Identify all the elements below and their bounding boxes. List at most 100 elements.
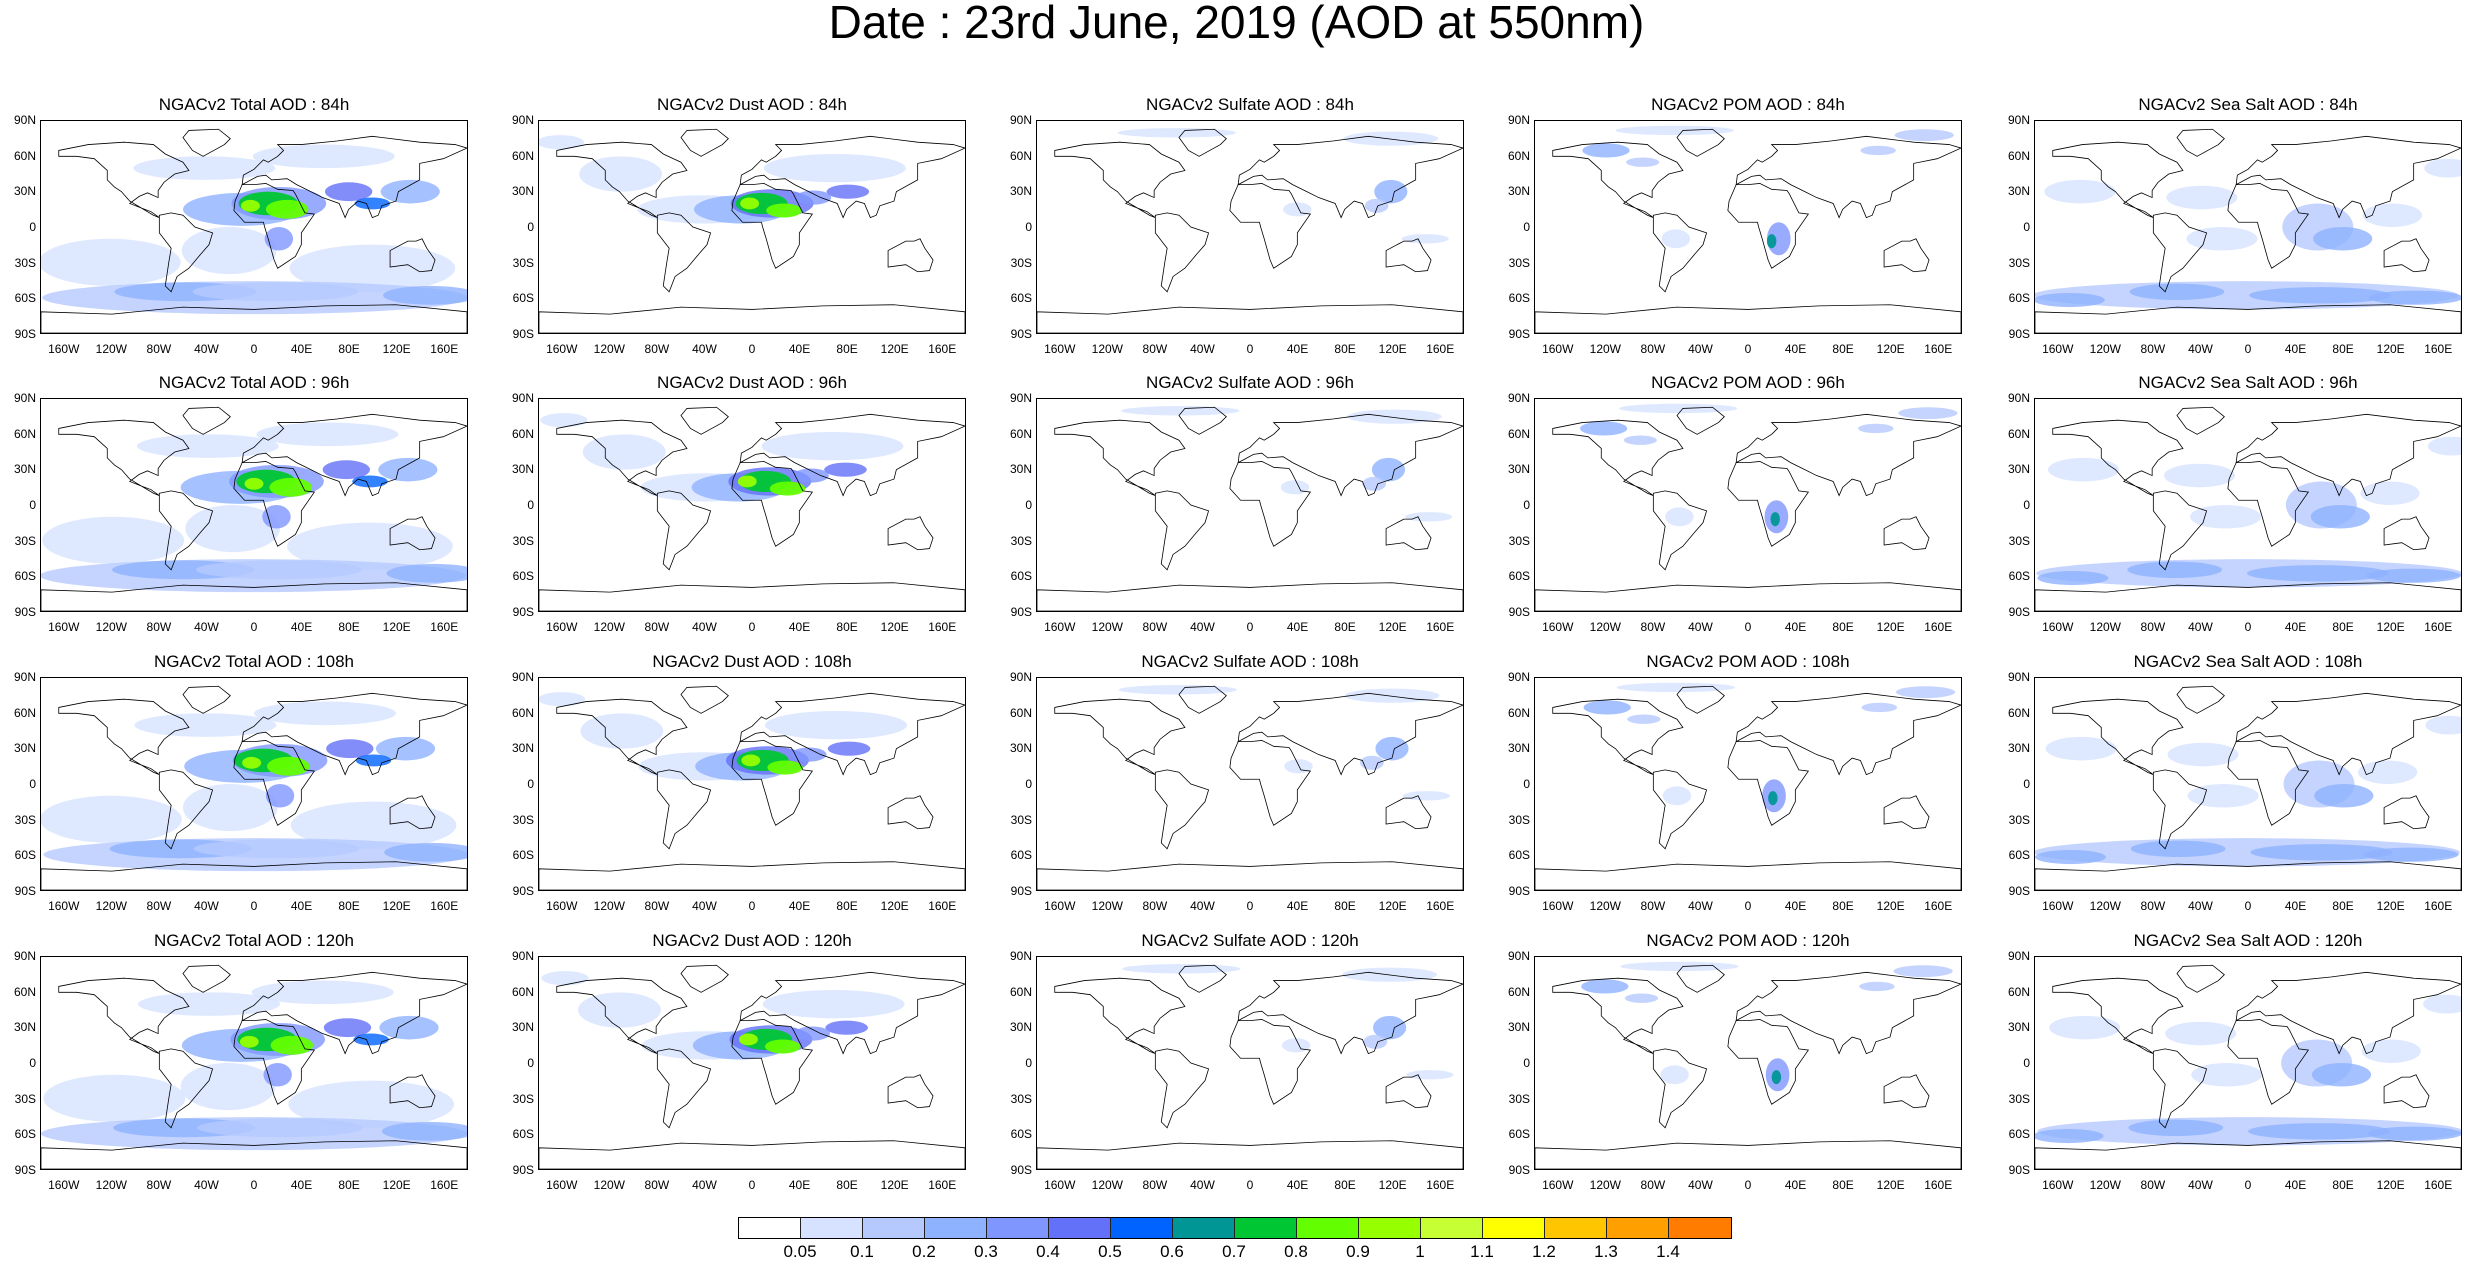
longitude-label: 80E [1334, 620, 1356, 634]
aod-field [2366, 568, 2461, 583]
longitude-label: 120E [880, 1178, 909, 1192]
latitude-label: 90N [13, 391, 36, 405]
aod-field [2044, 179, 2116, 204]
coastline [58, 419, 190, 496]
coastline [1727, 461, 1810, 547]
map-canvas [1037, 964, 1463, 1169]
world-map [1534, 120, 1962, 334]
aod-field [263, 1063, 292, 1087]
aod-field [541, 971, 589, 986]
coastline [731, 183, 814, 269]
aod-field [580, 713, 664, 749]
map-canvas [1535, 961, 1961, 1169]
colorbar-label: 0.5 [1098, 1242, 1122, 1261]
aod-field [1619, 403, 1738, 414]
latitude-label: 60S [1508, 291, 1530, 306]
aod-field [355, 754, 392, 767]
aod-field [289, 244, 456, 292]
coastline [241, 135, 467, 219]
longitude-label: 160W [2042, 899, 2074, 913]
aod-field [43, 1074, 186, 1122]
coastline [556, 977, 688, 1054]
longitude-label: 80E [836, 620, 858, 634]
colorbar-swatch [1669, 1218, 1731, 1238]
coastline [2227, 740, 2310, 826]
aod-field [824, 462, 867, 477]
latitude-label: 90N [1009, 113, 1032, 127]
aod-field [1374, 179, 1408, 204]
longitude-label: 40W [2188, 1178, 2213, 1192]
aod-field [2049, 1015, 2121, 1040]
coastline [1385, 238, 1432, 273]
latitude-label: 60S [512, 291, 534, 306]
aod-field [2167, 742, 2239, 767]
coastline [2152, 1048, 2208, 1129]
latitude-label: 0 [527, 498, 534, 512]
aod-field [1615, 125, 1734, 136]
aod-field [2424, 158, 2461, 178]
latitude-label: 30S [1010, 812, 1032, 827]
aod-field [352, 475, 388, 488]
coastline [739, 413, 965, 497]
longitude-label: 40W [1190, 342, 1215, 356]
aod-field [2314, 784, 2374, 808]
aod-field [41, 795, 182, 843]
latitude-label: 60S [1010, 848, 1032, 863]
colorbar [738, 1217, 1732, 1239]
longitude-label: 120E [880, 342, 909, 356]
latitude-label: 90S [14, 327, 36, 341]
aod-field [1281, 1038, 1311, 1053]
aod-field [1343, 131, 1439, 146]
longitude-label: 40W [692, 620, 717, 634]
longitude-label: 80W [146, 899, 172, 913]
longitude-label: 80W [146, 1178, 172, 1192]
coastline [58, 977, 190, 1054]
longitude-label: 160W [546, 342, 578, 356]
coastline [1552, 141, 1684, 218]
longitude-label: 160E [430, 342, 459, 356]
world-map [1534, 677, 1962, 891]
longitude-label: 40W [194, 620, 219, 634]
longitude-label: 40E [788, 342, 811, 356]
longitude-label: 0 [250, 342, 258, 356]
aod-field [1582, 143, 1630, 158]
coastline [1054, 698, 1186, 775]
coastline [2035, 1140, 2461, 1169]
coastline [1652, 1048, 1708, 1129]
latitude-label: 60S [14, 1127, 36, 1142]
longitude-label: 120W [2089, 899, 2121, 913]
aod-field [2423, 994, 2461, 1014]
coastline [539, 304, 965, 333]
longitude-label: 0 [1744, 342, 1752, 356]
latitude-label: 60S [2008, 1127, 2030, 1142]
longitude-label: 80E [1832, 899, 1854, 913]
longitude-label: 120E [382, 899, 411, 913]
aod-field [740, 197, 760, 210]
aod-field [539, 692, 586, 707]
coastline [2052, 698, 2184, 775]
latitude-label: 90N [1507, 391, 1530, 405]
coastline [2052, 977, 2184, 1054]
aod-field [1581, 979, 1629, 994]
coastline [680, 685, 729, 714]
longitude-label: 40W [2188, 899, 2213, 913]
coastline [731, 1019, 814, 1105]
aod-field [825, 1020, 868, 1035]
latitude-label: 30N [2007, 1020, 2030, 1035]
map-canvas [2035, 964, 2461, 1169]
coastline [556, 419, 688, 496]
latitude-label: 90N [511, 391, 534, 405]
coastline [41, 861, 467, 890]
latitude-label: 60N [2007, 148, 2030, 163]
latitude-label: 60S [1010, 291, 1032, 306]
panel-title: NGACv2 Sulfate AOD : 120h [1141, 931, 1359, 950]
longitude-label: 160E [1426, 342, 1455, 356]
latitude-label: 30N [1009, 184, 1032, 199]
aod-field [2130, 840, 2226, 858]
coastline [1883, 238, 1930, 273]
map-canvas [1037, 685, 1463, 890]
latitude-label: 60N [2007, 984, 2030, 999]
coastline [1054, 977, 1186, 1054]
latitude-label: 30S [512, 255, 534, 270]
longitude-label: 120W [1091, 899, 1123, 913]
